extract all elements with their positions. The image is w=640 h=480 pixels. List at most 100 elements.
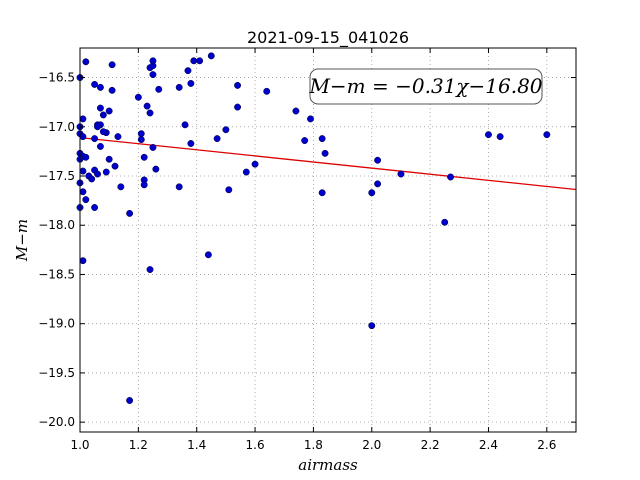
grid <box>79 48 576 432</box>
data-point <box>94 170 101 178</box>
data-point <box>91 204 99 211</box>
data-point <box>105 155 113 163</box>
data-point <box>79 133 87 141</box>
data-point <box>222 126 230 134</box>
x-tick-label: 1.8 <box>304 438 323 452</box>
y-axis-label: M−m <box>13 219 31 262</box>
x-tick-label: 1.6 <box>246 438 265 452</box>
x-tick-label: 2.2 <box>421 438 440 452</box>
data-point <box>251 160 259 168</box>
data-point <box>441 218 449 226</box>
data-point <box>242 168 250 176</box>
data-point <box>126 397 134 404</box>
data-point <box>263 87 271 95</box>
data-point <box>137 136 145 144</box>
x-axis-ticks: 1.0 1.2 1.4 1.6 1.8 2.0 2.2 2.4 2.6 <box>70 48 556 452</box>
data-point <box>99 111 107 119</box>
data-point <box>175 183 183 191</box>
data-point <box>140 181 148 189</box>
data-point <box>91 135 99 143</box>
data-point <box>102 168 110 176</box>
data-point <box>155 85 163 93</box>
data-point <box>91 80 99 88</box>
data-point <box>149 143 157 151</box>
data-point <box>292 107 300 115</box>
fit-line-group <box>79 136 577 191</box>
data-point <box>204 251 212 259</box>
data-point <box>187 79 195 87</box>
data-point <box>140 153 148 161</box>
data-point <box>111 162 119 170</box>
y-tick-label: −18.5 <box>38 267 75 281</box>
data-point <box>190 57 198 65</box>
y-tick-label: −19.0 <box>38 317 75 331</box>
data-point <box>213 135 221 143</box>
data-point <box>79 188 87 196</box>
data-point <box>368 322 376 330</box>
y-tick-label: −17.5 <box>38 169 75 183</box>
y-axis-ticks: −16.5 −17.0 −17.5 −18.0 −18.5 −19.0 −19.5 −20.0 <box>38 71 576 429</box>
data-point <box>234 103 242 111</box>
y-tick-label: −16.5 <box>38 71 75 85</box>
fit-annotation-box <box>309 68 543 105</box>
data-point <box>96 104 104 112</box>
data-point <box>496 133 504 141</box>
data-point <box>126 209 134 217</box>
y-tick-label: −19.5 <box>38 366 75 380</box>
data-point <box>543 131 551 139</box>
data-point <box>447 173 454 181</box>
data-point <box>321 149 329 157</box>
data-point <box>397 170 405 178</box>
x-tick-label: 1.2 <box>129 438 148 452</box>
data-point <box>117 183 125 191</box>
data-point <box>99 128 107 136</box>
data-point <box>82 196 90 204</box>
data-point <box>96 143 104 150</box>
x-tick-label: 2.4 <box>479 438 498 452</box>
data-point <box>318 135 326 143</box>
data-point <box>307 115 314 123</box>
data-point <box>146 109 154 117</box>
data-point <box>96 83 104 91</box>
x-tick-label: 1.4 <box>187 438 206 452</box>
data-point <box>175 83 183 91</box>
y-tick-label: −18.0 <box>38 218 75 232</box>
data-point <box>225 186 233 194</box>
y-tick-label: −17.0 <box>38 120 75 134</box>
data-point <box>485 131 492 139</box>
data-point <box>82 153 90 161</box>
data-point <box>143 102 151 110</box>
data-point <box>134 93 142 101</box>
x-tick-label: 1.0 <box>70 438 89 452</box>
data-point <box>79 115 87 123</box>
data-point <box>149 71 157 79</box>
data-point <box>184 67 192 75</box>
data-point <box>374 180 382 188</box>
x-tick-label: 2.0 <box>362 438 381 452</box>
data-points <box>76 52 551 404</box>
data-point <box>301 137 309 145</box>
data-point <box>234 81 242 89</box>
data-point <box>181 121 189 129</box>
data-point <box>146 266 154 273</box>
data-point <box>318 189 326 197</box>
data-point <box>108 61 116 69</box>
data-point <box>374 156 382 164</box>
plot-frame <box>79 47 577 433</box>
data-point <box>137 130 145 138</box>
data-point <box>196 57 204 65</box>
x-tick-label: 2.6 <box>537 438 556 452</box>
x-axis-label: airmass <box>298 456 358 474</box>
data-point <box>82 58 90 66</box>
data-point <box>108 86 116 94</box>
data-point <box>105 107 113 115</box>
data-point <box>152 165 160 173</box>
data-point <box>88 175 96 183</box>
data-point <box>187 140 195 147</box>
y-tick-label: −20.0 <box>38 415 75 429</box>
chart-title: 2021-09-15_041026 <box>247 28 409 48</box>
data-point <box>79 167 87 175</box>
fit-line <box>79 136 577 191</box>
data-point <box>207 52 215 60</box>
